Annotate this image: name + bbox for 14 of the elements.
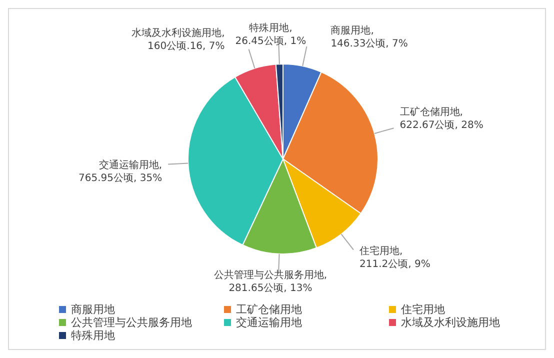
data-label: 公共管理与公共服务用地, 281.65公顷, 13%	[214, 268, 328, 294]
legend-label: 特殊用地	[71, 329, 115, 342]
legend-label: 交通运输用地	[236, 316, 302, 329]
data-label: 交通运输用地, 765.95公顷, 35%	[78, 159, 162, 184]
legend-label: 水域及水利设施用地	[401, 316, 500, 329]
data-label: 特殊用地, 26.45公顷, 1%	[235, 22, 306, 48]
data-label: 工矿仓储用地, 622.67公顷, 28%	[400, 106, 484, 132]
data-label: 水域及水利设施用地, 160公顷.16, 7%	[132, 27, 225, 52]
data-label: 商服用地, 146.33公顷, 7%	[330, 24, 408, 50]
legend-label: 公共管理与公共服务用地	[71, 316, 192, 329]
legend-label: 住宅用地	[401, 303, 445, 316]
data-label: 住宅用地, 211.2公顷, 9%	[360, 244, 430, 270]
legend-label: 商服用地	[71, 303, 115, 316]
legend-label: 工矿仓储用地	[236, 303, 302, 316]
